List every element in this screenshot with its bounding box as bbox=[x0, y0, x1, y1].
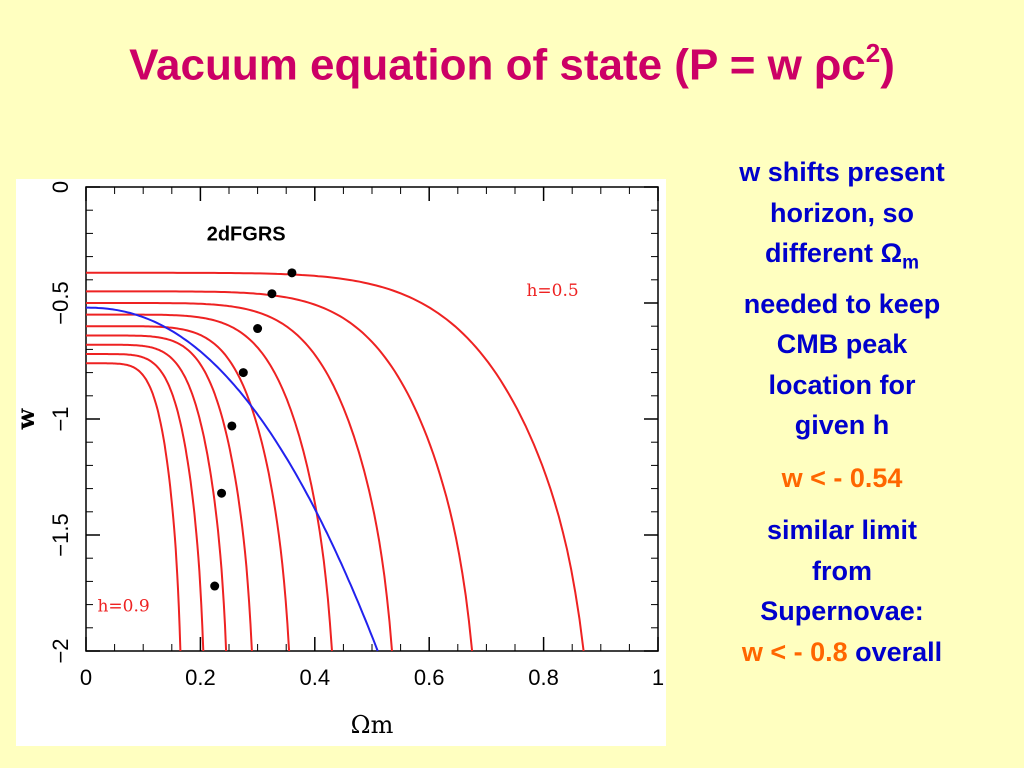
title-superscript: 2 bbox=[865, 38, 881, 68]
chart-panel: 0 0.2 0.4 0.6 0.8 1 0 −0.5 −1 −1.5 −2 2dFGRS h=0.5 h… bbox=[11, 179, 666, 746]
annotation-2dfgrs: 2dFGRS bbox=[207, 223, 286, 245]
data-point bbox=[267, 289, 277, 299]
overall-text: overall bbox=[847, 636, 943, 667]
panel-line: w shifts present bbox=[739, 157, 945, 187]
omega-subscript: m bbox=[902, 252, 920, 274]
panel-line: Supernovae: bbox=[760, 596, 924, 627]
x-tick-label: 0 bbox=[80, 665, 92, 690]
spacer bbox=[692, 446, 992, 458]
chart-svg: 0 0.2 0.4 0.6 0.8 1 0 −0.5 −1 −1.5 −2 2dFGRS h=0.5 h… bbox=[11, 181, 664, 739]
plot-frame bbox=[85, 186, 659, 652]
annotation-h09: h=0.9 bbox=[97, 597, 149, 617]
y-tick-label: −0.5 bbox=[48, 281, 73, 324]
panel-line: similar limit bbox=[766, 515, 918, 546]
overall-limit-text: w < - 0.8 bbox=[741, 636, 848, 667]
x-tick-label: 0.8 bbox=[528, 665, 559, 690]
red-curve bbox=[86, 353, 205, 652]
x-axis-label: Ωm bbox=[351, 711, 394, 739]
explanation-panel: w shifts present horizon, so different Ω… bbox=[692, 152, 992, 672]
red-curve bbox=[86, 362, 182, 652]
data-point bbox=[217, 488, 227, 498]
blue-curve bbox=[86, 306, 379, 652]
panel-line: given h bbox=[794, 410, 890, 441]
panel-line-text: different bbox=[764, 238, 881, 268]
red-curve bbox=[86, 334, 253, 652]
data-point bbox=[227, 421, 237, 431]
y-tick-label: 0 bbox=[48, 181, 73, 193]
x-tick-label: 0.6 bbox=[414, 665, 445, 690]
y-tick-label: −1 bbox=[48, 406, 73, 431]
red-curve bbox=[86, 271, 585, 652]
panel-line: from bbox=[812, 555, 872, 586]
data-point bbox=[287, 268, 297, 278]
panel-line: w < - 0.8 overall bbox=[692, 632, 992, 673]
slide-title: Vacuum equation of state (P = w ρc2) bbox=[0, 38, 1024, 91]
x-tick-label: 0.4 bbox=[300, 665, 331, 690]
red-curve bbox=[86, 302, 393, 652]
limit-text: w < - 0.54 bbox=[781, 462, 903, 493]
data-point bbox=[210, 581, 220, 591]
y-tick-label: −1.5 bbox=[48, 513, 73, 556]
y-axis-label: w bbox=[16, 407, 40, 430]
panel-line: horizon, so bbox=[770, 197, 914, 228]
panel-line: different Ωm bbox=[692, 233, 992, 284]
omega-symbol: Ω bbox=[880, 238, 903, 268]
panel-line: CMB peak bbox=[776, 329, 908, 360]
red-curve bbox=[86, 290, 474, 652]
data-point bbox=[238, 368, 248, 378]
panel-line: location for bbox=[768, 369, 916, 400]
red-curve bbox=[86, 313, 333, 652]
red-curve bbox=[86, 325, 291, 652]
annotation-h05: h=0.5 bbox=[526, 281, 578, 301]
red-curve bbox=[86, 343, 228, 652]
x-tick-label: 0.2 bbox=[185, 665, 216, 690]
title-close-paren: ) bbox=[880, 40, 895, 90]
spacer bbox=[692, 498, 992, 510]
x-tick-label: 1 bbox=[652, 665, 664, 690]
panel-line: needed to keep bbox=[743, 288, 941, 319]
title-text: Vacuum equation of state (P = w ρc bbox=[129, 40, 866, 90]
data-point bbox=[253, 324, 263, 334]
y-tick-label: −2 bbox=[48, 638, 73, 663]
